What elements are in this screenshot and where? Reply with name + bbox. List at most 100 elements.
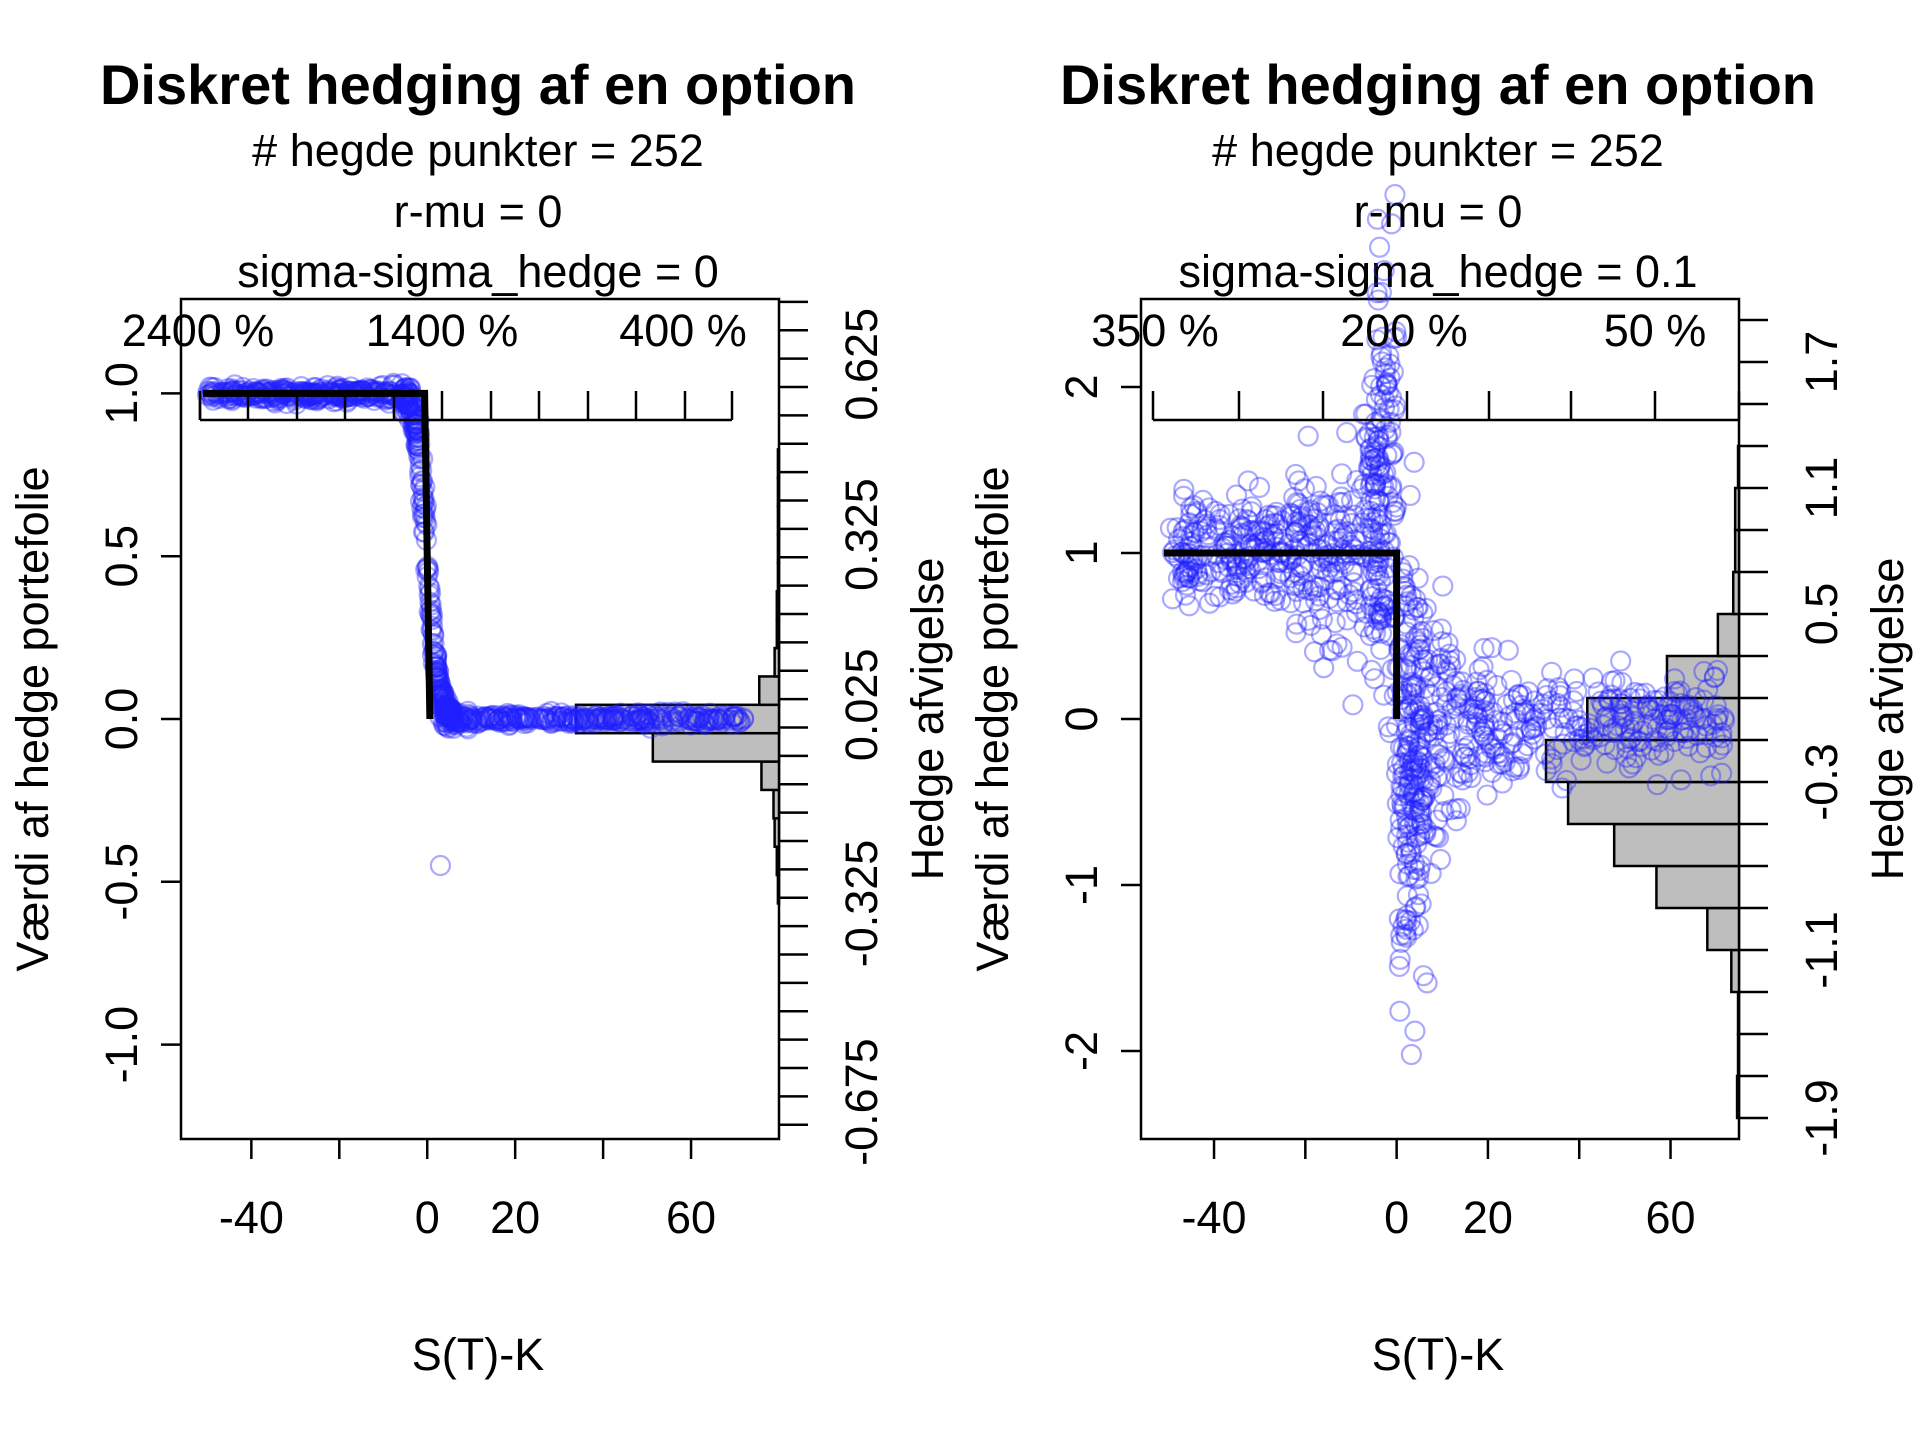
scatter-point bbox=[439, 698, 461, 720]
scatter-point bbox=[1400, 723, 1422, 745]
scatter-point bbox=[1573, 728, 1595, 750]
scatter-point bbox=[1500, 733, 1522, 755]
scatter-point bbox=[1198, 592, 1221, 614]
scatter-point bbox=[711, 711, 733, 733]
left-y-axis-label: Værdi af hedge portefolie bbox=[7, 466, 58, 971]
right-right-axis: -1.9-1.1-0.30.51.11.7 bbox=[1739, 318, 1847, 1157]
scatter-point bbox=[1604, 739, 1626, 761]
left-chart-subtitle-2: r-mu = 0 bbox=[394, 186, 563, 237]
scatter-point bbox=[456, 710, 478, 733]
scatter-point bbox=[438, 707, 461, 729]
scatter-point bbox=[609, 710, 632, 733]
scatter-point bbox=[1562, 730, 1584, 753]
scatter-point bbox=[1345, 593, 1367, 615]
scatter-point bbox=[1359, 449, 1381, 471]
scatter-point bbox=[493, 707, 515, 729]
scatter-point bbox=[486, 705, 508, 727]
scatter-point bbox=[1472, 702, 1494, 725]
scatter-point bbox=[1359, 579, 1381, 602]
scatter-point bbox=[438, 697, 460, 719]
scatter-point bbox=[1405, 770, 1427, 792]
scatter-point bbox=[465, 709, 488, 731]
scatter-point bbox=[1185, 502, 1207, 524]
scatter-point bbox=[1313, 657, 1335, 679]
scatter-point bbox=[630, 706, 652, 728]
scatter-point bbox=[1361, 522, 1384, 544]
scatter-point bbox=[1390, 818, 1412, 840]
scatter-point bbox=[1643, 689, 1665, 712]
scatter-point bbox=[1366, 329, 1388, 351]
scatter-point bbox=[1360, 488, 1383, 511]
scatter-point bbox=[1467, 680, 1489, 702]
scatter-point bbox=[1172, 526, 1194, 548]
scatter-point bbox=[1409, 707, 1432, 730]
scatter-point bbox=[1660, 704, 1682, 726]
scatter-point bbox=[1237, 470, 1259, 492]
scatter-point bbox=[1248, 557, 1270, 580]
y-tick-label: -1.0 bbox=[96, 1006, 147, 1084]
scatter-point bbox=[552, 707, 574, 729]
scatter-point bbox=[1676, 708, 1698, 730]
scatter-point bbox=[1471, 688, 1493, 711]
scatter-point bbox=[1209, 560, 1232, 582]
x-tick-label: -40 bbox=[1182, 1192, 1247, 1243]
scatter-point bbox=[1361, 585, 1383, 608]
scatter-point bbox=[1409, 757, 1431, 779]
scatter-point bbox=[1492, 723, 1514, 745]
scatter-point bbox=[1403, 774, 1425, 796]
scatter-point bbox=[698, 707, 720, 729]
scatter-point bbox=[723, 705, 745, 727]
scatter-point bbox=[1474, 751, 1496, 773]
scatter-point bbox=[1226, 556, 1248, 578]
scatter-point bbox=[1399, 730, 1421, 752]
scatter-point bbox=[544, 710, 567, 733]
scatter-point bbox=[590, 708, 612, 730]
scatter-point bbox=[1411, 758, 1433, 780]
scatter-point bbox=[1385, 763, 1408, 785]
scatter-point bbox=[1355, 403, 1377, 425]
scatter-point bbox=[590, 706, 612, 728]
right-tick-label: -1.9 bbox=[1796, 1079, 1847, 1157]
scatter-point bbox=[624, 710, 646, 732]
scatter-point bbox=[456, 712, 478, 734]
scatter-point bbox=[435, 700, 457, 723]
scatter-point bbox=[234, 386, 257, 409]
scatter-point bbox=[1648, 689, 1670, 712]
scatter-point bbox=[1395, 782, 1417, 804]
scatter-point bbox=[1618, 757, 1640, 779]
scatter-point bbox=[1324, 520, 1346, 542]
scatter-point bbox=[1369, 590, 1391, 613]
scatter-point bbox=[1341, 560, 1363, 582]
scatter-point bbox=[1168, 528, 1190, 550]
scatter-point bbox=[1361, 374, 1383, 396]
scatter-point bbox=[1324, 611, 1346, 634]
scatter-point bbox=[662, 712, 684, 734]
scatter-point bbox=[369, 386, 391, 408]
scatter-point bbox=[598, 708, 620, 730]
scatter-point bbox=[642, 708, 664, 730]
scatter-point bbox=[1691, 708, 1713, 731]
scatter-point bbox=[1478, 713, 1500, 736]
scatter-point bbox=[707, 708, 729, 730]
scatter-point bbox=[1427, 719, 1449, 741]
scatter-point bbox=[1673, 722, 1695, 744]
scatter-point bbox=[566, 707, 588, 730]
scatter-point bbox=[268, 388, 290, 410]
scatter-point bbox=[1191, 571, 1214, 593]
scatter-point bbox=[728, 709, 750, 731]
scatter-point bbox=[401, 404, 423, 426]
scatter-point bbox=[1423, 620, 1445, 642]
scatter-point bbox=[1240, 501, 1262, 523]
scatter-point bbox=[1404, 787, 1426, 809]
scatter-point bbox=[1220, 548, 1242, 570]
y-tick-label: 1 bbox=[1056, 540, 1107, 565]
scatter-point bbox=[1403, 607, 1425, 629]
scatter-point bbox=[551, 706, 574, 728]
scatter-point bbox=[1404, 897, 1426, 919]
scatter-point bbox=[1534, 743, 1557, 765]
scatter-point bbox=[435, 695, 457, 717]
histogram-bar bbox=[1733, 528, 1741, 574]
scatter-point bbox=[450, 712, 472, 734]
scatter-point bbox=[1279, 567, 1301, 589]
scatter-point bbox=[459, 706, 481, 728]
